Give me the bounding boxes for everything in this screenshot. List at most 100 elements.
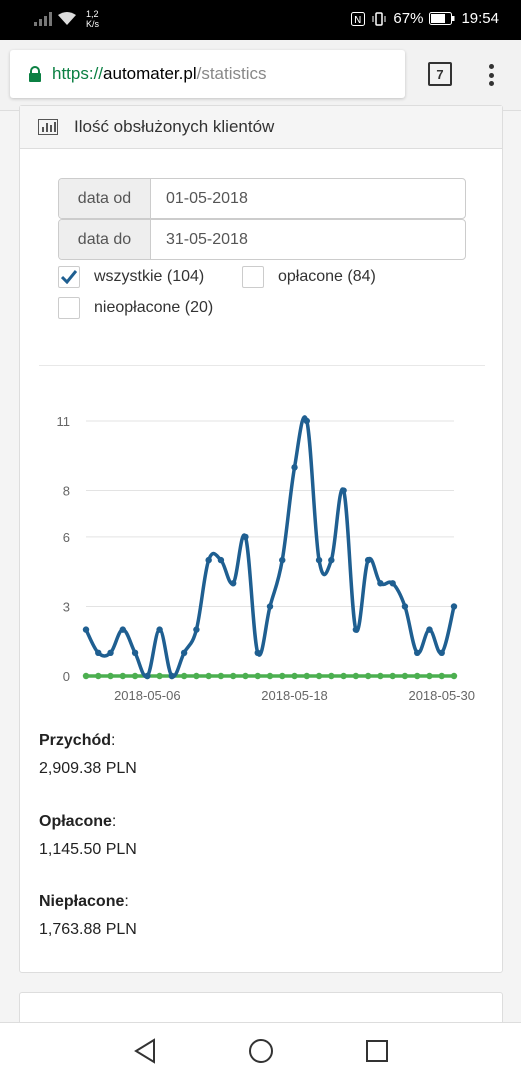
- filter-paid-checkbox[interactable]: opłacone (84): [242, 266, 376, 288]
- data-point: [401, 672, 409, 680]
- checkbox-box[interactable]: [58, 266, 80, 288]
- data-point: [254, 672, 261, 680]
- data-point: [352, 626, 360, 633]
- data-point: [266, 672, 274, 680]
- nfc-icon: N: [351, 11, 366, 26]
- data-point: [389, 672, 396, 680]
- checkmark-icon: [61, 270, 77, 284]
- back-icon[interactable]: [133, 1038, 157, 1064]
- stat-revenue-title: Przychód: [39, 732, 112, 749]
- data-point: [119, 626, 127, 633]
- data-point: [340, 672, 347, 680]
- data-point: [131, 649, 139, 657]
- network-speed: 1,2 K/s: [86, 9, 99, 29]
- url-text: https://automater.pl/statistics: [52, 64, 267, 84]
- stat-revenue-label: Przychód:: [39, 732, 116, 749]
- date-to-input[interactable]: 31-05-2018: [166, 230, 248, 248]
- data-point: [328, 672, 335, 680]
- data-point: [450, 672, 458, 680]
- data-point: [279, 556, 286, 564]
- data-point: [144, 672, 151, 680]
- data-point: [364, 556, 372, 564]
- data-point: [107, 672, 114, 680]
- data-point: [193, 672, 200, 680]
- data-point: [230, 672, 237, 680]
- data-point: [291, 672, 298, 680]
- tab-count: 7: [436, 66, 444, 82]
- statistics-panel: Ilość obsłużonych klientów data od 01-05…: [19, 105, 503, 973]
- home-icon[interactable]: [248, 1038, 274, 1064]
- data-point: [291, 464, 298, 471]
- stat-unpaid-title: Niepłacone: [39, 893, 125, 910]
- data-point: [340, 487, 347, 494]
- status-right: N 67% 19:54: [351, 10, 499, 27]
- battery-icon: [429, 12, 455, 25]
- y-tick-label: 3: [63, 599, 70, 614]
- lock-icon: [29, 66, 41, 82]
- data-point: [377, 672, 384, 680]
- data-point: [389, 580, 396, 587]
- data-point: [426, 626, 433, 633]
- data-point: [401, 603, 409, 610]
- divider: [39, 365, 485, 366]
- date-from-label: data od: [59, 179, 151, 218]
- stat-revenue-value: 2,909.38 PLN: [39, 760, 137, 777]
- y-tick-label: 6: [63, 530, 70, 545]
- y-tick-label: 8: [63, 484, 70, 499]
- data-point: [107, 649, 114, 657]
- speed-unit: K/s: [86, 19, 100, 29]
- data-point: [180, 672, 188, 680]
- menu-dot: [488, 64, 494, 69]
- data-point: [303, 417, 310, 425]
- data-point: [156, 626, 163, 633]
- status-bar: 1,2 K/s N 67% 19:54: [0, 0, 521, 40]
- filter-all-checkbox[interactable]: wszystkie (104): [58, 266, 204, 288]
- stat-paid-title: Opłacone: [39, 813, 112, 830]
- data-point: [414, 672, 421, 680]
- menu-dot: [488, 72, 494, 78]
- panel-title: Ilość obsłużonych klientów: [74, 117, 275, 136]
- data-point: [217, 556, 225, 564]
- data-point: [414, 649, 421, 657]
- browser-menu-button[interactable]: [487, 64, 495, 86]
- data-point: [254, 649, 261, 657]
- data-point: [156, 672, 163, 680]
- stat-paid-label: Opłacone:: [39, 813, 117, 830]
- status-left: 1,2 K/s: [34, 9, 99, 29]
- checkbox-box[interactable]: [58, 297, 80, 319]
- android-nav-bar: [0, 1022, 521, 1081]
- y-tick-label: 0: [63, 669, 70, 684]
- recents-icon[interactable]: [365, 1038, 389, 1064]
- checkbox-box[interactable]: [242, 266, 264, 288]
- clients-line-chart: 0 3 6 8 11 2018-05-06 2018-05-18 2018-05-30: [57, 414, 475, 703]
- data-point: [438, 672, 445, 680]
- filter-unpaid-checkbox[interactable]: nieopłacone (20): [58, 297, 213, 319]
- data-point: [315, 672, 323, 680]
- data-point: [242, 533, 249, 541]
- data-point: [352, 672, 360, 680]
- vibrate-icon: [372, 11, 386, 26]
- data-point: [364, 672, 372, 680]
- data-point: [426, 672, 433, 680]
- data-point: [131, 672, 139, 680]
- y-tick-label: 11: [57, 414, 71, 429]
- data-point: [95, 649, 102, 657]
- data-point: [438, 649, 445, 657]
- tab-switcher-button[interactable]: 7: [428, 62, 452, 86]
- speed-value: 1,2: [86, 9, 99, 19]
- data-point: [217, 672, 225, 680]
- date-from-input[interactable]: 01-05-2018: [166, 189, 248, 207]
- x-tick-label: 2018-05-30: [408, 688, 475, 703]
- clock: 19:54: [461, 10, 499, 27]
- data-point: [266, 603, 274, 610]
- svg-text:N: N: [354, 15, 361, 26]
- filter-unpaid-label: nieopłacone (20): [94, 299, 214, 316]
- data-point: [242, 672, 249, 680]
- address-bar[interactable]: https://automater.pl/statistics: [10, 50, 405, 98]
- url-scheme: https://: [52, 64, 104, 83]
- stat-paid-value: 1,145.50 PLN: [39, 841, 137, 858]
- x-tick-label: 2018-05-18: [261, 688, 328, 703]
- data-point: [315, 556, 323, 564]
- url-path: /statistics: [196, 64, 267, 83]
- stat-unpaid-label: Niepłacone:: [39, 893, 129, 910]
